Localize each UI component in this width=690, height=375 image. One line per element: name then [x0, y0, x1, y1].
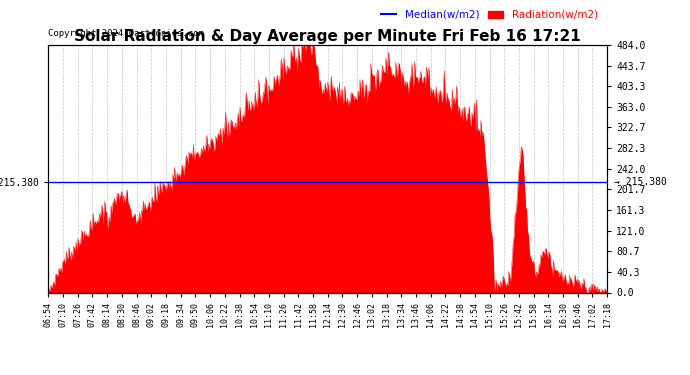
Legend: Median(w/m2), Radiation(w/m2): Median(w/m2), Radiation(w/m2): [377, 6, 602, 24]
Text: → 215.380: → 215.380: [614, 177, 667, 188]
Title: Solar Radiation & Day Average per Minute Fri Feb 16 17:21: Solar Radiation & Day Average per Minute…: [75, 29, 581, 44]
Text: Copyright 2024 Cartronics.com: Copyright 2024 Cartronics.com: [48, 28, 204, 38]
